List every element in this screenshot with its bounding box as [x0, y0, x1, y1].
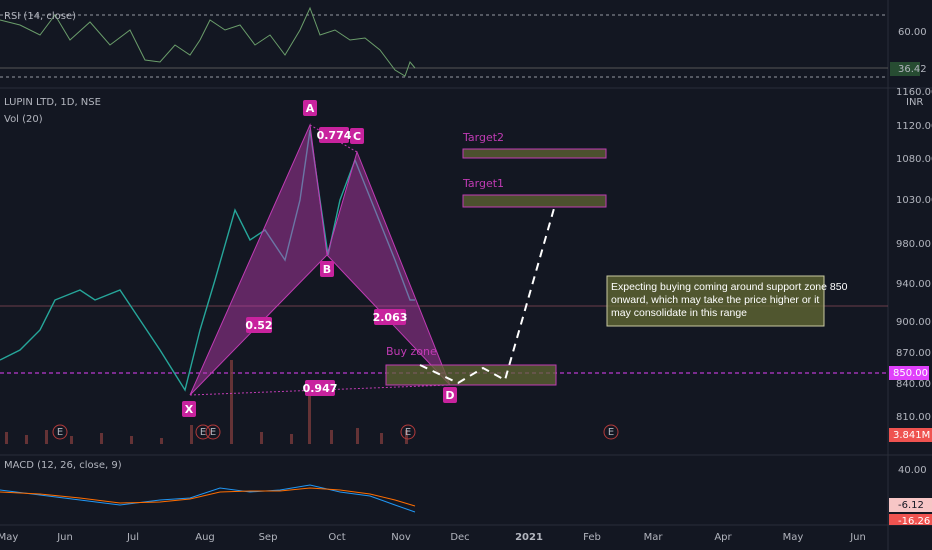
price-axis-label: 840.00 [896, 379, 931, 390]
time-label: Apr [714, 532, 732, 543]
note-line: Expecting buying coming around support z… [611, 281, 848, 293]
macd-label: MACD (12, 26, close, 9) [4, 460, 122, 471]
earnings-label: E [608, 427, 614, 438]
time-label: Oct [328, 532, 345, 543]
point-label: A [306, 102, 315, 115]
volume-label: Vol (20) [4, 114, 43, 125]
macd-signal: -16.26 [898, 516, 930, 527]
time-label: Jun [56, 532, 73, 543]
point-label: C [353, 130, 361, 143]
buy-zone-label: Buy zone [386, 345, 437, 358]
price-axis-label: 810.00 [896, 412, 931, 423]
rsi-line [0, 6, 416, 77]
earnings-label: E [210, 427, 216, 438]
price-axis-label: 1120.00 [896, 121, 932, 132]
price-axis-label: 870.00 [896, 348, 931, 359]
point-label: D [445, 389, 454, 402]
support-price: 850.00 [893, 368, 928, 379]
time-label: Nov [391, 532, 411, 543]
target2-label: Target2 [462, 131, 504, 144]
time-label: Jun [849, 532, 866, 543]
price-axis-label: 1160.00 [896, 87, 932, 98]
macd-signal-box [889, 514, 932, 525]
symbol-label: LUPIN LTD, 1D, NSE [4, 97, 101, 108]
time-label: Sep [259, 532, 278, 543]
time-label: Dec [450, 532, 469, 543]
time-label: May [0, 532, 18, 543]
point-label: X [185, 403, 194, 416]
pattern-xd [189, 384, 451, 396]
earnings-label: E [405, 427, 411, 438]
signal-line [0, 487, 416, 507]
currency-label: INR [906, 97, 923, 108]
price-axis-label: 1030.00 [896, 195, 932, 206]
support-price-box [889, 366, 929, 380]
note-line: onward, which may take the price higher … [611, 294, 819, 306]
time-label: 2021 [515, 532, 543, 543]
macd-axis-label: 40.00 [898, 465, 927, 476]
rsi-last-box [890, 62, 920, 76]
macd-last: -6.12 [898, 500, 924, 511]
target1-zone [462, 194, 607, 208]
price-axis-label: 940.00 [896, 279, 931, 290]
rsi-axis-label: 60.00 [898, 27, 927, 38]
volume-last: 3.841M [893, 430, 930, 441]
time-label: Jul [126, 532, 139, 543]
projection-path [419, 204, 556, 385]
time-label: Mar [644, 532, 664, 543]
note-line: may consolidate in this range [611, 307, 747, 319]
pattern-labels [182, 100, 457, 417]
price-axis-label: 980.00 [896, 239, 931, 250]
price-axis-label: 900.00 [896, 317, 931, 328]
macd-line [0, 484, 416, 513]
point-label: B [323, 263, 331, 276]
volume-last-box [889, 428, 932, 442]
ratio-label: 0.774 [317, 129, 352, 142]
time-label: Feb [583, 532, 601, 543]
target2-zone [462, 148, 607, 159]
pattern-ac [309, 124, 358, 153]
ratio-label: 0.52 [245, 319, 272, 332]
price-axis-label: 1080.00 [896, 154, 932, 165]
ratio-label: 0.947 [303, 382, 338, 395]
earnings-label: E [200, 427, 206, 438]
rsi-last: 36.42 [898, 64, 927, 75]
earnings-markers [52, 424, 619, 440]
rsi-label: RSI (14, close) [4, 11, 76, 22]
volume-bars [5, 360, 408, 444]
time-label: Aug [195, 532, 215, 543]
ratio-label: 2.063 [373, 311, 408, 324]
macd-last-box [889, 498, 932, 512]
earnings-label: E [57, 427, 63, 438]
target1-label: Target1 [462, 177, 504, 190]
note-box [606, 275, 825, 327]
time-label: May [783, 532, 804, 543]
